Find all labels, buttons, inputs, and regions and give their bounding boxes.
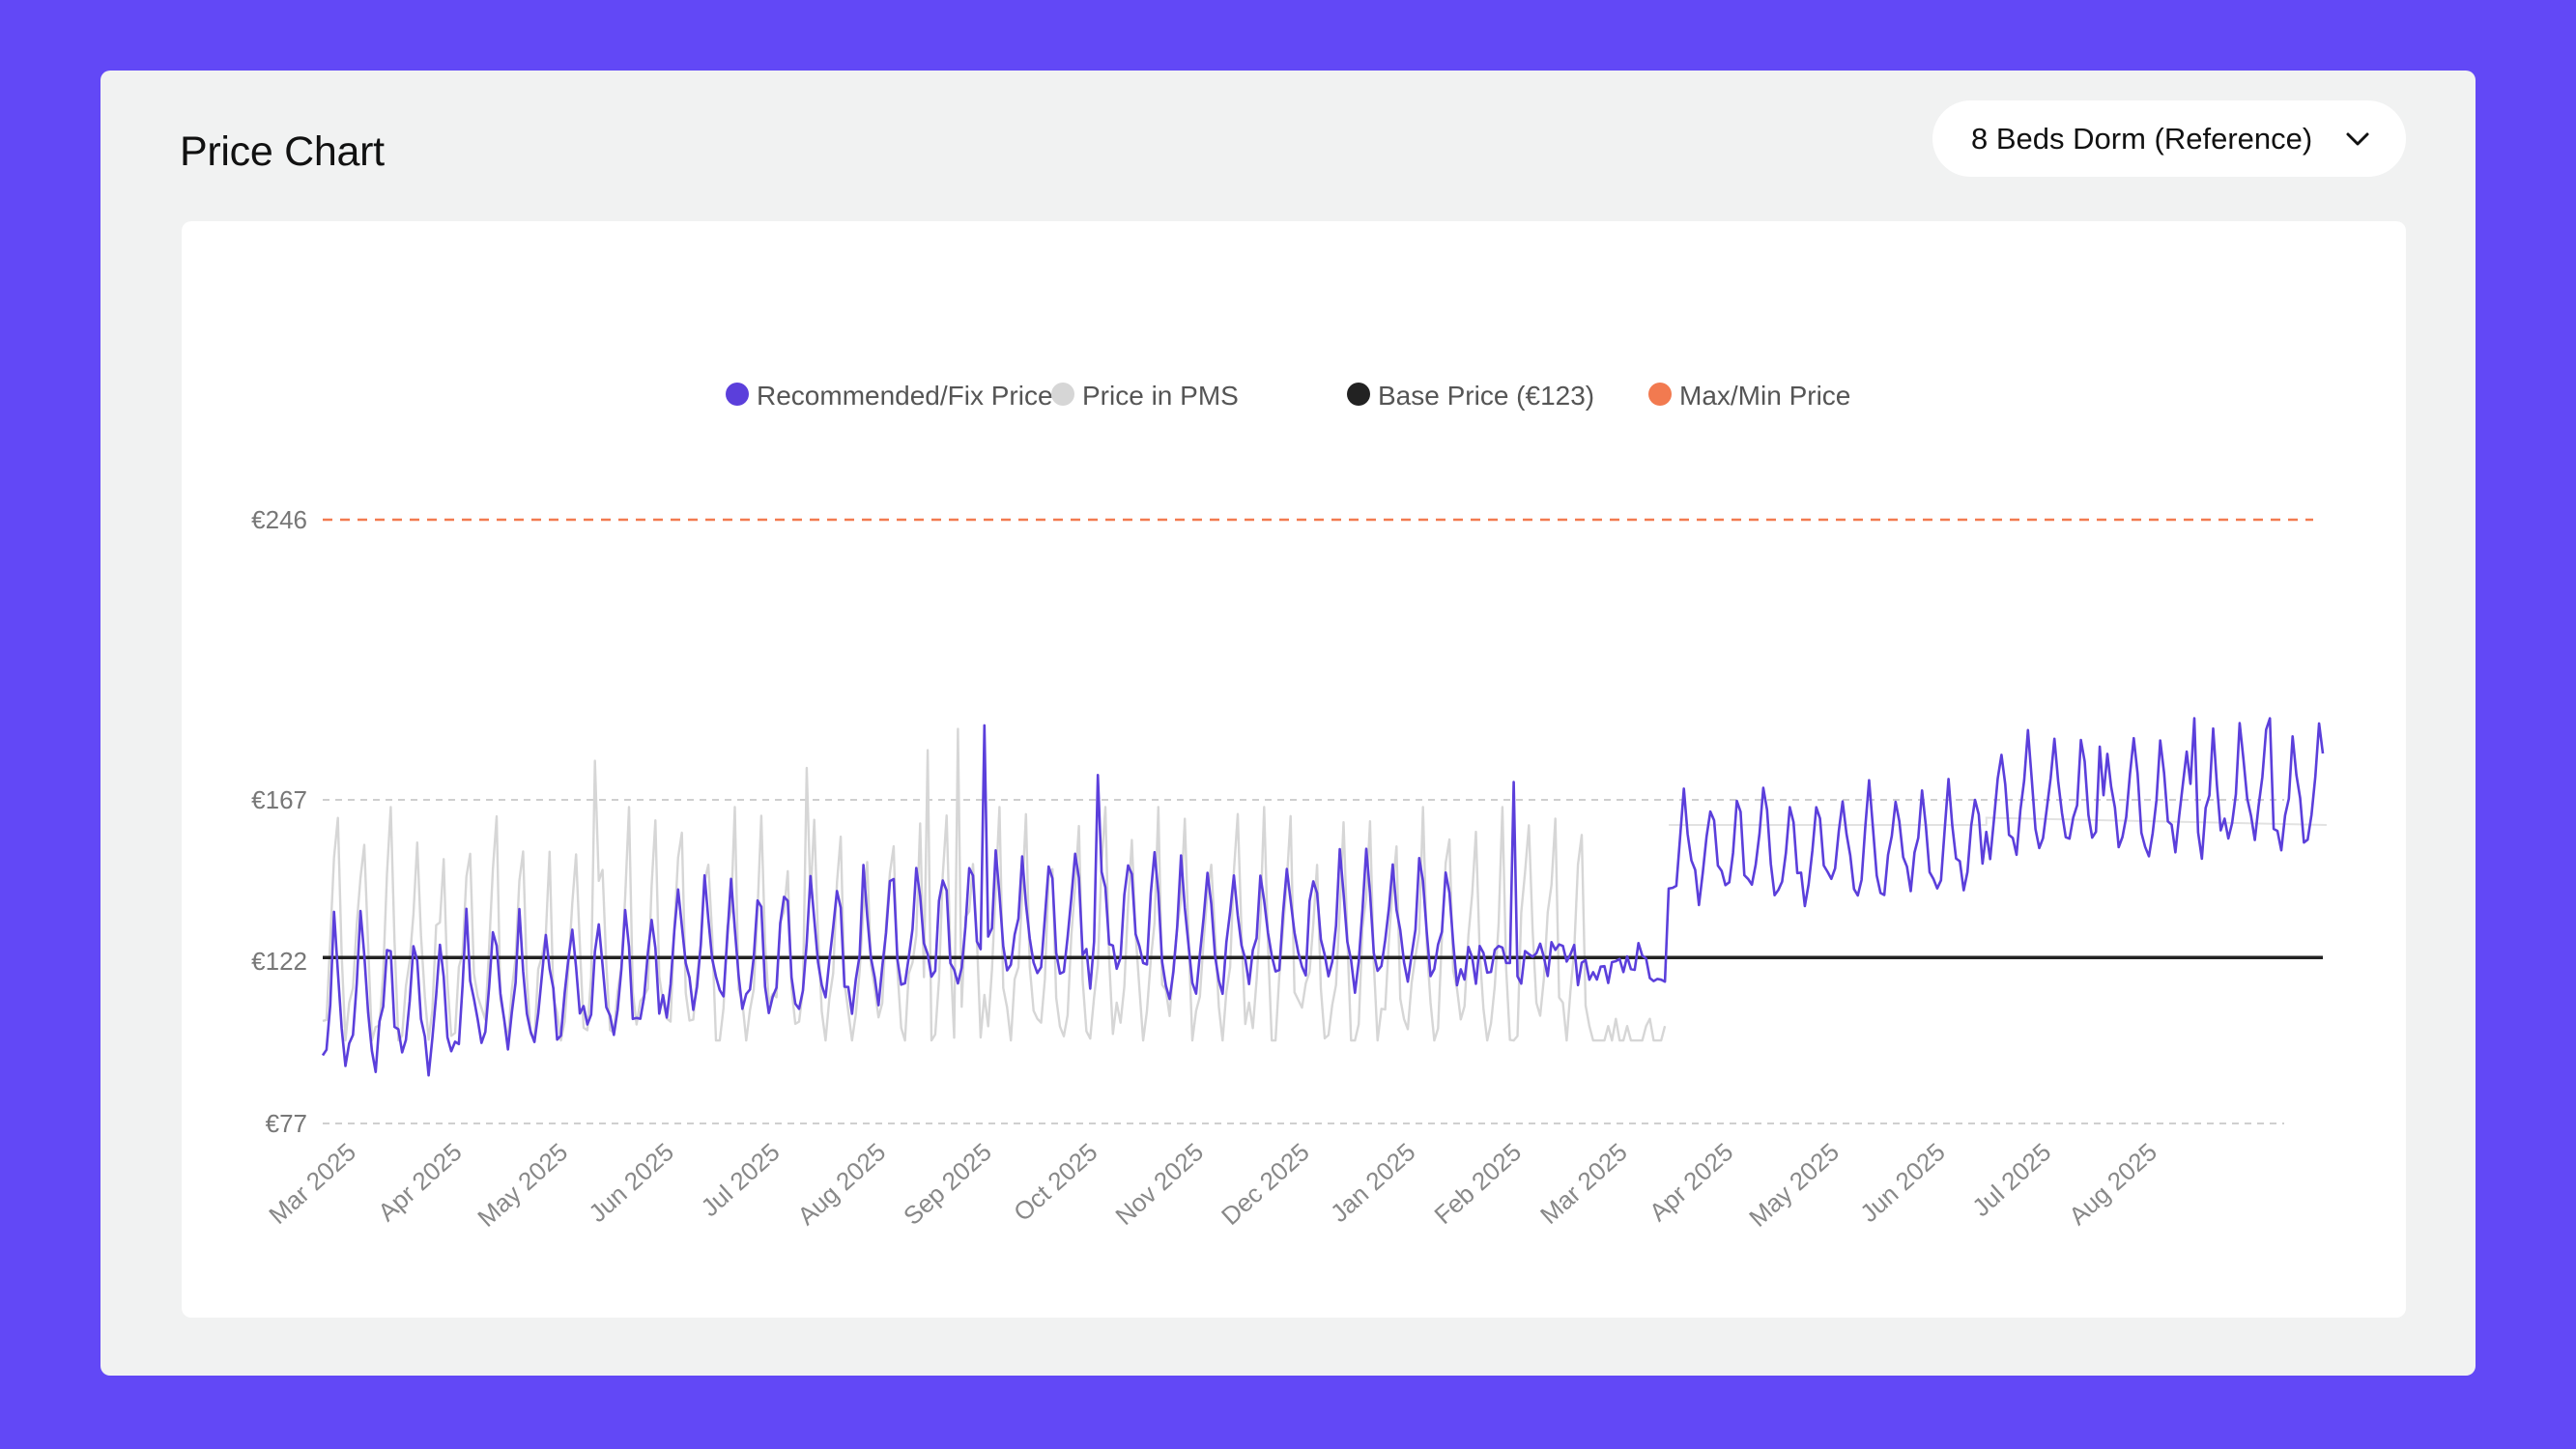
chart-legend: Recommended/Fix Price Price in PMS Base Pr… bbox=[726, 381, 1850, 411]
room-type-select-value: 8 Beds Dorm (Reference) bbox=[1971, 121, 2313, 156]
legend-label: Price in PMS bbox=[1082, 381, 1239, 411]
legend-item: Max/Min Price bbox=[1648, 381, 1850, 411]
legend-marker bbox=[1051, 383, 1074, 406]
panel-title: Price Chart bbox=[180, 128, 385, 175]
y-tick-label: €167 bbox=[251, 785, 307, 814]
x-tick-label: Feb 2025 bbox=[1428, 1137, 1527, 1230]
legend-item: Recommended/Fix Price bbox=[726, 381, 1053, 411]
x-tick-label: Apr 2025 bbox=[1644, 1137, 1738, 1227]
chart-card: Recommended/Fix Price Price in PMS Base Pr… bbox=[182, 221, 2406, 1318]
x-tick-label: Sep 2025 bbox=[898, 1137, 997, 1231]
legend-marker bbox=[726, 383, 749, 406]
y-tick-label: €246 bbox=[251, 505, 307, 534]
chevron-down-icon bbox=[2346, 132, 2369, 145]
x-tick-label: Aug 2025 bbox=[791, 1137, 891, 1231]
legend-label: Max/Min Price bbox=[1679, 381, 1850, 411]
x-tick-label: Mar 2025 bbox=[1534, 1137, 1633, 1230]
legend-item: Base Price (€123) bbox=[1347, 381, 1594, 411]
price-chart-panel: Price Chart 8 Beds Dorm (Reference) Reco… bbox=[100, 71, 2476, 1376]
x-tick-label: Oct 2025 bbox=[1008, 1137, 1102, 1227]
x-tick-label: May 2025 bbox=[1743, 1137, 1845, 1233]
legend-label: Recommended/Fix Price bbox=[757, 381, 1053, 411]
x-tick-label: Aug 2025 bbox=[2063, 1137, 2162, 1231]
series-line-price-in-pms bbox=[322, 727, 1667, 1042]
legend-label: Base Price (€123) bbox=[1378, 381, 1594, 411]
y-tick-label: €77 bbox=[266, 1109, 307, 1138]
series-line-price-in-pms-future bbox=[1669, 816, 2327, 826]
legend-item: Price in PMS bbox=[1051, 381, 1239, 411]
x-tick-label: May 2025 bbox=[472, 1137, 573, 1233]
series-line-recommended-fix-price bbox=[321, 717, 2325, 1077]
x-tick-label: Apr 2025 bbox=[372, 1137, 467, 1227]
x-tick-label: Jun 2025 bbox=[1854, 1137, 1951, 1228]
legend-marker bbox=[1648, 383, 1672, 406]
x-tick-label: Mar 2025 bbox=[263, 1137, 361, 1230]
legend-marker bbox=[1347, 383, 1370, 406]
price-chart: Recommended/Fix Price Price in PMS Base Pr… bbox=[251, 381, 2327, 1233]
x-tick-label: Nov 2025 bbox=[1109, 1137, 1209, 1231]
y-tick-label: €122 bbox=[251, 947, 307, 976]
x-tick-label: Dec 2025 bbox=[1216, 1137, 1315, 1231]
room-type-select[interactable]: 8 Beds Dorm (Reference) bbox=[1932, 100, 2406, 177]
x-tick-label: Jul 2025 bbox=[1966, 1137, 2056, 1222]
x-tick-label: Jun 2025 bbox=[583, 1137, 679, 1228]
x-tick-label: Jan 2025 bbox=[1325, 1137, 1421, 1228]
x-tick-label: Jul 2025 bbox=[695, 1137, 785, 1222]
